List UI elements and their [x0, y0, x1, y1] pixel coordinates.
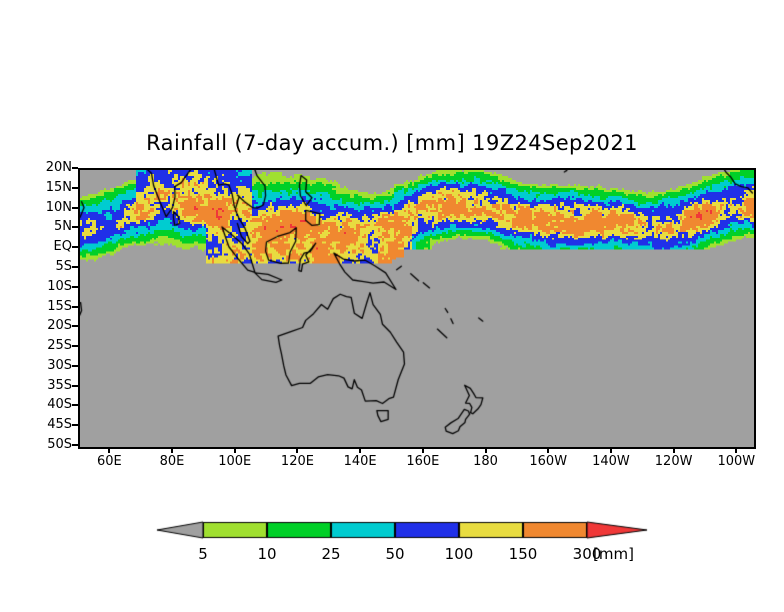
x-axis-tick-label: 120E: [280, 454, 314, 469]
map-plot-area[interactable]: [78, 168, 756, 449]
y-axis-tick-label: 45S: [47, 417, 72, 433]
y-axis-tick-label: 10N: [45, 199, 72, 215]
x-axis-tick-mark: [484, 447, 487, 453]
y-axis-tick-label: 25S: [47, 338, 72, 354]
x-axis-tick-label: 160W: [529, 454, 568, 469]
x-axis-tick-mark: [547, 447, 550, 453]
y-axis-tick-mark: [72, 404, 78, 407]
y-axis-tick-label: EQ: [53, 239, 72, 255]
x-axis-tick-mark: [233, 447, 236, 453]
y-axis-tick-mark: [72, 167, 78, 169]
y-axis-tick-label: 20N: [45, 160, 72, 175]
y-axis-tick-mark: [72, 226, 78, 229]
x-axis-tick-mark: [296, 447, 299, 453]
y-axis-tick-mark: [72, 186, 78, 189]
x-axis-tick-label: 140E: [343, 454, 377, 469]
y-axis-tick-label: 5N: [54, 219, 72, 235]
y-axis-tick-mark: [72, 265, 78, 268]
x-axis-tick-mark: [421, 447, 424, 453]
y-axis-tick-mark: [72, 424, 78, 427]
x-axis-tick-label: 160E: [406, 454, 440, 469]
colorbar-tick-label: 25: [321, 545, 341, 563]
colorbar-tick-label: 5: [198, 545, 208, 563]
coastline-overlay: [80, 170, 754, 447]
page-title: Rainfall (7-day accum.) [mm] 19Z24Sep202…: [146, 131, 638, 155]
y-axis-tick-mark: [72, 364, 78, 367]
y-axis-tick-label: 40S: [47, 397, 72, 413]
y-axis-tick-mark: [72, 444, 78, 446]
colorbar-tick-label: 50: [385, 545, 405, 563]
x-axis-tick-label: 140W: [592, 454, 630, 469]
y-axis-tick-label: 20S: [47, 318, 72, 334]
y-axis-tick-label: 30S: [47, 357, 72, 373]
colorbar-tick-label: 10: [257, 545, 277, 563]
y-axis-tick-label: 5S: [55, 258, 72, 274]
y-axis-tick-label: 50S: [47, 437, 72, 452]
x-axis-tick-label: 80E: [159, 454, 185, 469]
x-axis-tick-label: 100W: [717, 454, 756, 469]
x-axis-tick-label: 100E: [218, 454, 252, 469]
y-axis-tick-mark: [72, 345, 78, 348]
x-axis-tick-mark: [359, 447, 362, 453]
y-axis-tick-mark: [72, 384, 78, 387]
x-axis-tick-label: 180: [473, 454, 498, 469]
x-axis-tick-mark: [609, 447, 612, 453]
y-axis-tick-mark: [72, 285, 78, 288]
colorbar-tick-label: 300: [572, 545, 602, 563]
y-axis-tick-label: 15S: [47, 298, 72, 314]
y-axis-tick-label: 35S: [47, 377, 72, 393]
y-axis-tick-mark: [72, 325, 78, 328]
x-axis-tick-mark: [672, 447, 675, 453]
colorbar[interactable]: 5 10 25 50 100 150 300 [mm]: [155, 518, 655, 568]
colorbar-tick-label: 100: [444, 545, 474, 563]
y-axis-tick-label: 10S: [47, 278, 72, 294]
colorbar-units-label: [mm]: [593, 545, 634, 563]
y-axis-tick-mark: [72, 206, 78, 209]
x-axis-tick-mark: [108, 447, 111, 453]
y-axis-tick-mark: [72, 246, 78, 249]
y-axis-tick-mark: [72, 305, 78, 308]
x-axis-tick-label: 60E: [96, 454, 122, 469]
x-axis-tick-label: 120W: [654, 454, 693, 469]
x-axis-tick-mark: [171, 447, 174, 453]
y-axis-tick-label: 15N: [45, 179, 72, 195]
colorbar-swatches: [155, 518, 655, 544]
colorbar-tick-label: 150: [508, 545, 538, 563]
x-axis-tick-mark: [735, 447, 738, 453]
